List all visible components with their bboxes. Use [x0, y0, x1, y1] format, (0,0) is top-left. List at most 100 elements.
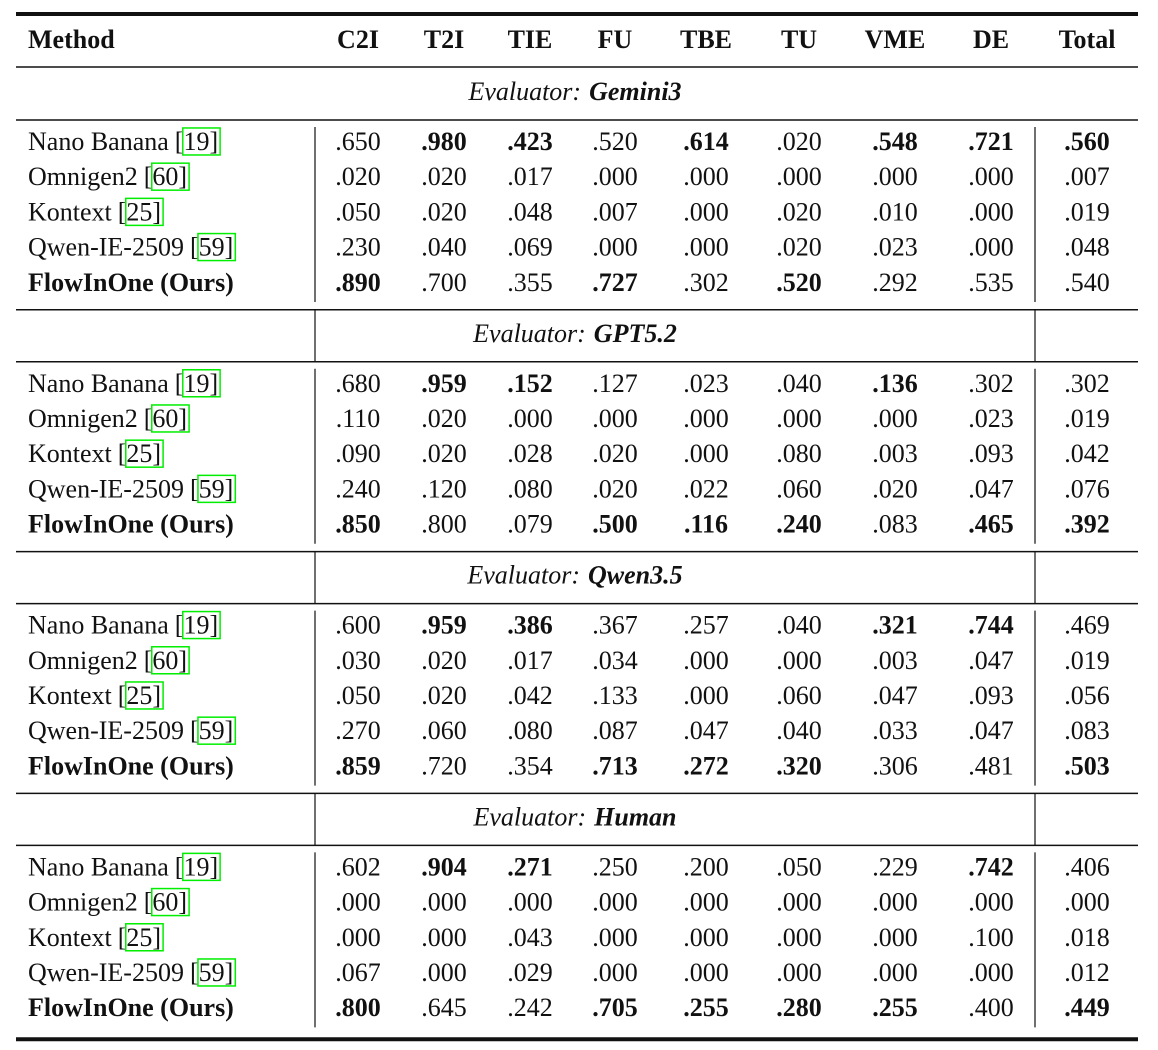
method: Omnigen2 — [28, 404, 138, 433]
score-cell: .100 — [968, 923, 1014, 952]
score-cell: .255 — [683, 993, 729, 1022]
score-cell: .250 — [592, 852, 638, 881]
column-header: TU — [781, 25, 817, 54]
score-cell: .040 — [776, 369, 822, 398]
score-cell: .000 — [683, 923, 729, 952]
score-cell: .000 — [776, 923, 822, 952]
score-cell: .012 — [1064, 958, 1110, 987]
citation-box — [151, 162, 190, 191]
method-name: Omnigen2 [60] — [28, 404, 187, 433]
score-cell: .700 — [421, 268, 467, 297]
score-cell: .023 — [872, 233, 918, 262]
method: Nano Banana — [28, 611, 169, 640]
method: Kontext — [28, 681, 113, 710]
score-cell: .020 — [592, 439, 638, 468]
score-cell: .083 — [1064, 716, 1110, 745]
score-cell: .000 — [968, 162, 1014, 191]
citation: [25] — [118, 439, 161, 468]
score-cell: .020 — [421, 681, 467, 710]
score-cell: .087 — [592, 716, 638, 745]
score-cell: .000 — [968, 888, 1014, 917]
citation-box — [125, 681, 164, 710]
method-name: Kontext [25] — [28, 439, 161, 468]
method-name: Nano Banana [19] — [28, 127, 218, 156]
citation: [59] — [190, 233, 233, 262]
score-cell: .000 — [592, 923, 638, 952]
citation: [60] — [144, 404, 187, 433]
score-cell: .386 — [507, 611, 553, 640]
score-cell: .020 — [335, 162, 381, 191]
method: Qwen-IE-2509 — [28, 958, 184, 987]
score-cell: .271 — [507, 852, 553, 881]
score-cell: .033 — [872, 716, 918, 745]
score-cell: .000 — [968, 197, 1014, 226]
score-cell: .020 — [776, 233, 822, 262]
score-cell: .020 — [592, 474, 638, 503]
citation-box — [197, 958, 237, 987]
evaluator-label: Evaluator: Gemini3 — [467, 77, 681, 106]
evaluator-prefix: Evaluator: — [472, 319, 586, 348]
score-cell: .600 — [335, 611, 381, 640]
citation-box — [151, 887, 190, 917]
method: Kontext — [28, 197, 113, 226]
score-cell: .020 — [421, 162, 467, 191]
score-cell: .000 — [776, 162, 822, 191]
evaluator-label: Evaluator: Qwen3.5 — [466, 561, 682, 590]
score-cell: .481 — [968, 751, 1014, 780]
score-cell: .727 — [592, 268, 638, 297]
score-cell: .302 — [968, 369, 1014, 398]
score-cell: .000 — [872, 923, 918, 952]
score-cell: .705 — [592, 993, 638, 1022]
score-cell: .850 — [335, 510, 381, 539]
score-cell: .003 — [872, 646, 918, 675]
score-cell: .043 — [507, 923, 553, 952]
evaluator-label: Evaluator: Human — [472, 802, 676, 831]
citation: [19] — [175, 852, 218, 881]
method-name: Kontext [25] — [28, 681, 161, 710]
score-cell: .000 — [683, 404, 729, 433]
score-cell: .540 — [1064, 268, 1110, 297]
method: FlowInOne (Ours) — [28, 751, 234, 780]
score-cell: .980 — [421, 127, 467, 156]
method: Nano Banana — [28, 369, 169, 398]
citation: [25] — [118, 197, 161, 226]
score-cell: .050 — [335, 197, 381, 226]
score-cell: .000 — [592, 162, 638, 191]
score-cell: .000 — [683, 646, 729, 675]
score-cell: .000 — [1064, 888, 1110, 917]
citation-box — [197, 716, 237, 745]
score-cell: .270 — [335, 716, 381, 745]
citation-box — [197, 474, 237, 504]
score-cell: .240 — [776, 510, 822, 539]
score-cell: .120 — [421, 474, 467, 503]
score-cell: .020 — [776, 197, 822, 226]
method: Kontext — [28, 923, 113, 952]
method-name: Nano Banana [19] — [28, 611, 218, 640]
method: Omnigen2 — [28, 646, 138, 675]
score-cell: .079 — [507, 510, 553, 539]
score-cell: .000 — [968, 233, 1014, 262]
score-cell: .292 — [872, 268, 918, 297]
score-cell: .000 — [776, 958, 822, 987]
score-cell: .742 — [968, 852, 1014, 881]
score-cell: .302 — [683, 268, 729, 297]
score-cell: .022 — [683, 474, 729, 503]
score-cell: .020 — [776, 127, 822, 156]
score-cell: .520 — [776, 268, 822, 297]
column-header: TIE — [508, 25, 553, 54]
score-cell: .152 — [507, 369, 553, 398]
score-cell: .000 — [872, 404, 918, 433]
method-name: Nano Banana [19] — [28, 369, 218, 398]
score-cell: .029 — [507, 958, 553, 987]
method: Omnigen2 — [28, 162, 138, 191]
score-cell: .503 — [1064, 751, 1110, 780]
score-cell: .240 — [335, 474, 381, 503]
score-cell: .020 — [872, 474, 918, 503]
citation-box — [182, 369, 221, 398]
method: Nano Banana — [28, 127, 169, 156]
score-cell: .229 — [872, 852, 918, 881]
score-cell: .020 — [421, 439, 467, 468]
score-cell: .000 — [421, 888, 467, 917]
method: Qwen-IE-2509 — [28, 716, 184, 745]
score-cell: .093 — [968, 439, 1014, 468]
